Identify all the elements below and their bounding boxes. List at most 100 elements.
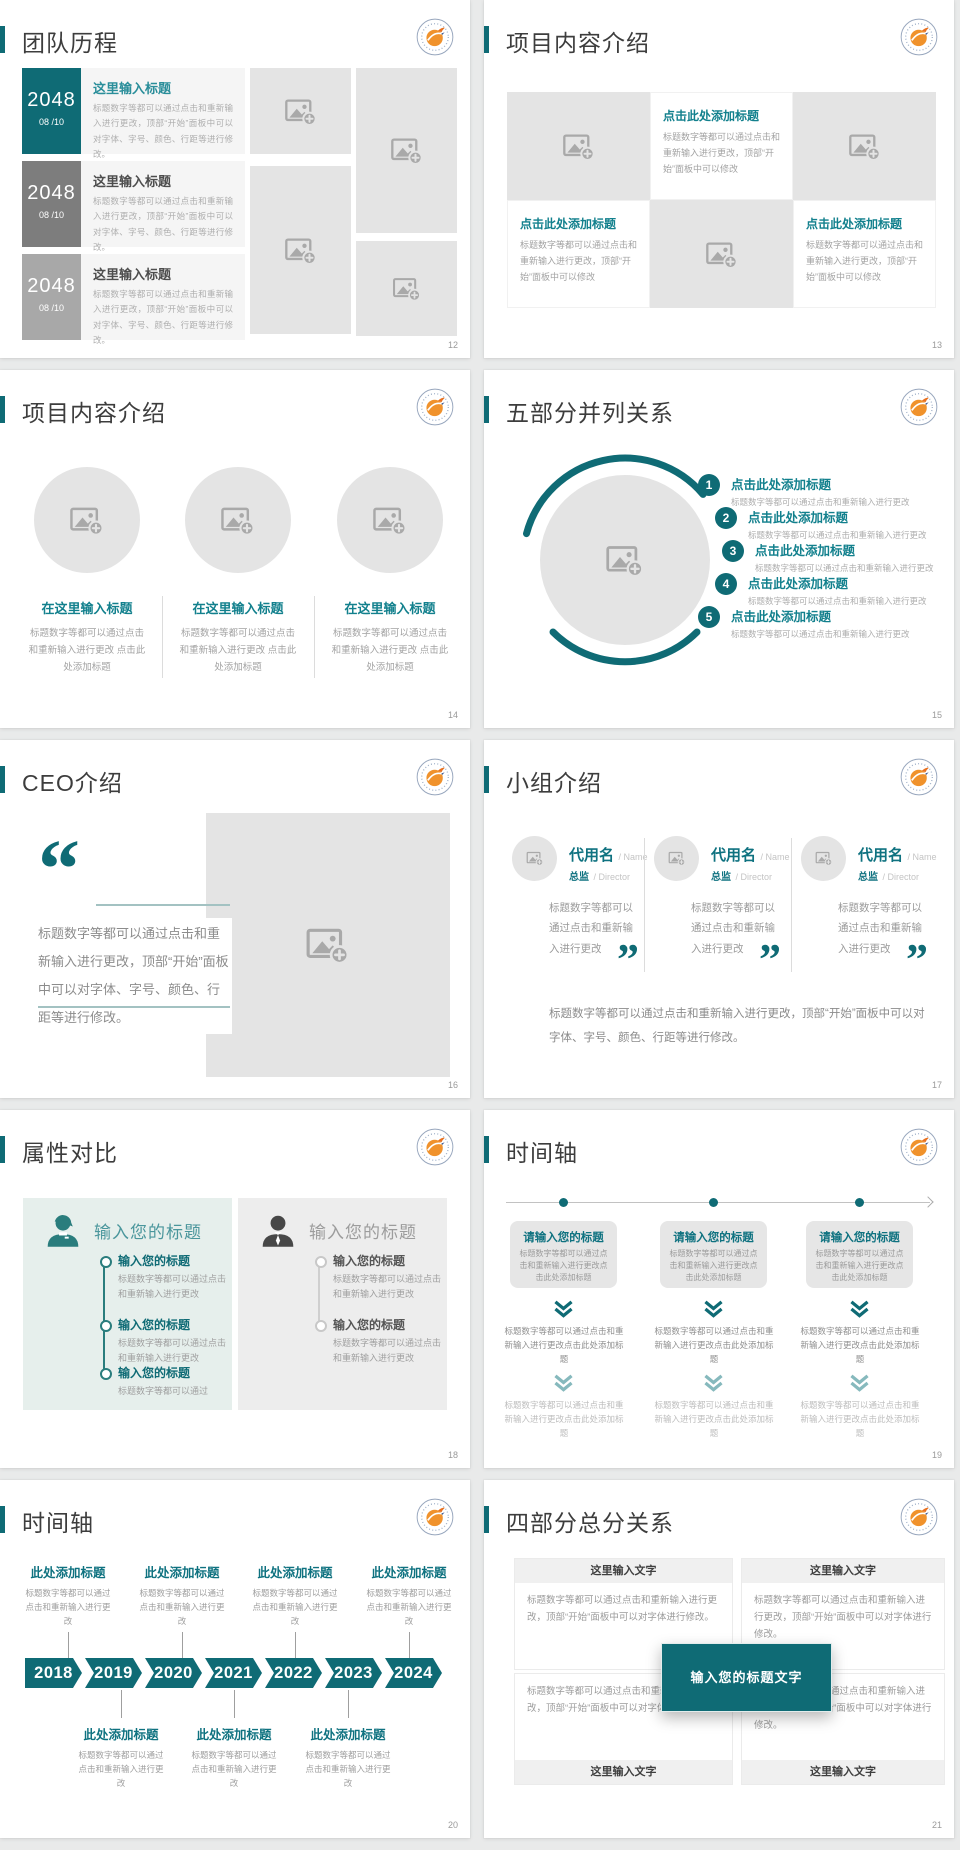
text-card: 点击此处添加标题 标题数字等都可以通过点击和重新输入进行更改，顶部“开始”面板中… (793, 200, 936, 308)
title-accent-bar (0, 1506, 5, 1533)
timeline-dot (559, 1197, 568, 1207)
connector-line (409, 1632, 410, 1658)
item-number-badge: 2 (715, 507, 737, 529)
milestone-title: 此处添加标题 (371, 1566, 447, 1580)
slide-thumbnail-17[interactable]: 小组介绍 代用名 / Name 总监 / Director 标题数字等都可以通过… (484, 740, 954, 1098)
milestone-title: 此处添加标题 (310, 1728, 386, 1742)
timeline-node (100, 1256, 112, 1268)
step-text: 标题数字等都可以通过点击和重新输入进行更改点击此处添加标题 (654, 1326, 774, 1365)
item-title: 这里输入标题 (93, 81, 172, 96)
card-body: 标题数字等都可以通过点击和重新输入进行更改点击此处添加标题 (669, 1249, 758, 1282)
timeline-text-block: 这里输入标题 标题数字等都可以通过点击和重新输入进行更改，顶部“开始”面板中可以… (81, 161, 245, 252)
member-name: 代用名 (711, 847, 757, 864)
item-title: 输入您的标题 (118, 1318, 191, 1332)
slide-thumbnail-15[interactable]: 五部分并列关系 1 点击此处添加标题 标题数字等都可以通过点击和重新输入进行更改… (484, 370, 954, 728)
milestone-title: 此处添加标题 (257, 1566, 333, 1580)
image-placeholder-icon (392, 275, 422, 302)
image-placeholder (185, 467, 291, 573)
panel-title: 输入您的标题 (309, 1223, 417, 1242)
slide-thumbnail-18[interactable]: 属性对比 输入您的标题 输入您的标题 标题数字等都可以通过点击和重新输入进行更改… (0, 1110, 470, 1468)
female-person-icon (42, 1210, 84, 1252)
timeline-date-block: 2048 08 /10 (22, 254, 81, 340)
brand-logo-icon (900, 758, 938, 796)
feature-column: 在这里输入标题 标题数字等都可以通过点击和重新输入进行更改 点击此处添加标题 (12, 598, 162, 676)
column-divider (644, 838, 645, 972)
card-header: 这里输入文字 (515, 1760, 732, 1784)
avatar-placeholder (654, 836, 699, 881)
timeline-axis (506, 1202, 930, 1203)
image-placeholder (250, 166, 351, 334)
image-placeholder (337, 467, 443, 573)
slide-thumbnail-12[interactable]: 团队历程 2048 08 /10 这里输入标题 标题数字等都可以通过点击和重新输… (0, 0, 470, 358)
item-title: 点击此处添加标题 (748, 577, 849, 591)
column-body: 标题数字等都可以通过点击和重新输入进行更改 点击此处添加标题 (28, 628, 146, 674)
double-chevron-down-icon (702, 1374, 725, 1392)
slide-thumbnail-21[interactable]: 四部分总分关系 这里输入文字 标题数字等都可以通过点击和重新输入进行更改，顶部“… (484, 1480, 954, 1838)
slide-thumbnail-13[interactable]: 项目内容介绍 点击此处添加标题 标题数字等都可以通过点击和重新输入进行更改，顶部… (484, 0, 954, 358)
quadrant-card: 这里输入文字 标题数字等都可以通过点击和重新输入进行更改，顶部“开始”面板中可以… (514, 1558, 733, 1670)
member-role-en: / Director (882, 872, 919, 882)
numbered-item: 3 点击此处添加标题 标题数字等都可以通过点击和重新输入进行更改 (722, 540, 934, 574)
brand-logo-icon (900, 1498, 938, 1536)
timeline-date-block: 2048 08 /10 (22, 161, 81, 247)
page-number: 16 (447, 1080, 458, 1090)
member-name-en: / Name (760, 852, 790, 862)
card-title: 请输入您的标题 (523, 1232, 604, 1244)
member-name: 代用名 (858, 847, 904, 864)
member-bio: 标题数字等都可以通过点击和重新输入进行更改 (549, 902, 633, 955)
comparison-panel-right (238, 1198, 447, 1410)
card-title: 点击此处添加标题 (806, 217, 903, 231)
member-role-row: 总监 / Director (569, 867, 630, 885)
title-accent-bar (484, 396, 489, 423)
text-card: 点击此处添加标题 标题数字等都可以通过点击和重新输入进行更改，顶部“开始”面板中… (507, 200, 650, 308)
page-number: 21 (931, 1820, 942, 1830)
member-name-en: / Name (907, 852, 937, 862)
item-body: 标题数字等都可以通过点击和重新输入进行更改 (748, 596, 927, 606)
milestone-top: 此处添加标题 标题数字等都可以通过点击和重新输入进行更改 (12, 1562, 124, 1628)
image-placeholder (250, 68, 351, 154)
milestone-bottom: 此处添加标题 标题数字等都可以通过点击和重新输入进行更改 (65, 1724, 177, 1790)
timeline-dot (855, 1197, 864, 1207)
member-role: 总监 (858, 872, 878, 883)
step-text: 标题数字等都可以通过点击和重新输入进行更改点击此处添加标题 (800, 1400, 920, 1439)
page-number: 15 (931, 710, 942, 720)
year-chevron: 2018 (25, 1658, 82, 1688)
timeline-text-block: 这里输入标题 标题数字等都可以通过点击和重新输入进行更改，顶部“开始”面板中可以… (81, 254, 245, 345)
item-body: 标题数字等都可以通过点击和重新输入进行更改，顶部“开始”面板中可以对字体、字号、… (93, 103, 233, 159)
brand-logo-icon (416, 388, 454, 426)
card-body: 标题数字等都可以通过点击和重新输入进行更改，顶部“开始”面板中可以对字体进行修改… (754, 1686, 932, 1732)
panel-item: 输入您的标题 标题数字等都可以通过点击和重新输入进行更改 (333, 1252, 445, 1303)
slide-title: CEO介绍 (22, 770, 123, 796)
timeline-dot (709, 1197, 718, 1207)
member-role-en: / Director (735, 872, 772, 882)
double-chevron-down-icon (552, 1374, 575, 1392)
item-body: 标题数字等都可以通过点击和重新输入进行更改 (333, 1338, 442, 1364)
title-accent-bar (0, 396, 5, 423)
slide-thumbnail-20[interactable]: 时间轴 此处添加标题 标题数字等都可以通过点击和重新输入进行更改 此处添加标题 … (0, 1480, 470, 1838)
image-placeholder (650, 200, 793, 308)
image-placeholder-icon (562, 131, 596, 162)
slide-thumbnail-19[interactable]: 时间轴 请输入您的标题 标题数字等都可以通过点击和重新输入进行更改点击此处添加标… (484, 1110, 954, 1468)
slide-thumbnail-14[interactable]: 项目内容介绍 在这里输入标题 标题数字等都可以通过点击和重新输入进行更改 点击此… (0, 370, 470, 728)
image-placeholder (356, 68, 457, 233)
item-title: 这里输入标题 (93, 267, 172, 282)
column-title: 在这里输入标题 (344, 601, 436, 616)
member-role: 总监 (569, 872, 589, 883)
center-title-box: 输入您的标题文字 (661, 1643, 832, 1712)
page-number: 13 (931, 340, 942, 350)
milestone-top: 此处添加标题 标题数字等都可以通过点击和重新输入进行更改 (239, 1562, 351, 1628)
milestone-title: 此处添加标题 (144, 1566, 220, 1580)
title-accent-bar (0, 26, 5, 53)
column-divider (314, 596, 315, 678)
member-role: 总监 (711, 872, 731, 883)
year-label: 2048 (27, 89, 76, 111)
image-placeholder-icon (605, 542, 645, 578)
column-body: 标题数字等都可以通过点击和重新输入进行更改 点击此处添加标题 (179, 628, 297, 674)
image-placeholder-icon (705, 239, 739, 270)
item-title: 点击此处添加标题 (748, 511, 849, 525)
image-placeholder (793, 92, 936, 200)
slide-thumbnail-16[interactable]: CEO介绍 “ 标题数字等都可以通过点击和重新输入进行更改，顶部“开始”面板中可… (0, 740, 470, 1098)
card-body: 标题数字等都可以通过点击和重新输入进行更改，顶部“开始”面板中可以对字体进行修改… (527, 1595, 718, 1624)
item-body: 标题数字等都可以通过点击和重新输入进行更改 (748, 530, 927, 540)
member-role-en: / Director (593, 872, 630, 882)
